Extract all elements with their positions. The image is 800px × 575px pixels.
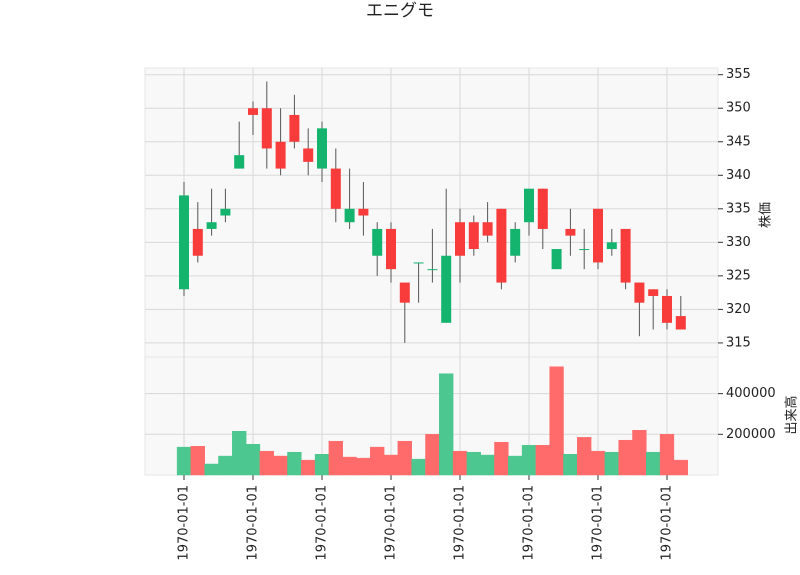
volume-bar [480, 454, 495, 476]
y-tick-label: 320 [726, 302, 751, 317]
x-tick-label: 1970-01-01 [453, 485, 468, 561]
candle-body [634, 282, 645, 303]
y-tick-label: 345 [726, 134, 751, 149]
volume-bar [590, 450, 606, 476]
candle-body [579, 249, 590, 251]
volume-bar [273, 455, 288, 476]
candle-body [289, 114, 300, 142]
x-tick-label: 1970-01-01 [246, 485, 261, 561]
volume-axis-label: 出来高 [784, 395, 800, 434]
volume-bar [370, 446, 385, 476]
candle-body [441, 255, 452, 323]
candle-body [648, 289, 659, 296]
candle-body [358, 208, 369, 216]
candle-body [317, 128, 327, 169]
volume-bar [356, 457, 371, 476]
candle-body [344, 208, 355, 223]
volume-bar [397, 440, 412, 476]
y-tick-label: 355 [726, 67, 751, 82]
volume-bar [314, 453, 330, 476]
volume-bar [535, 445, 550, 476]
x-tick-label: 1970-01-01 [660, 485, 675, 561]
y-tick-label: 325 [726, 268, 751, 283]
candle-body [399, 282, 410, 303]
volume-bar [549, 366, 564, 476]
volume-bar [466, 451, 481, 476]
x-tick-label: 1970-01-01 [315, 485, 330, 561]
volume-bar [425, 434, 440, 476]
candle-body [593, 208, 603, 263]
candle-body [275, 141, 286, 169]
volume-bar [452, 450, 468, 476]
volume-bar [259, 450, 274, 476]
volume-bar [232, 431, 247, 476]
candle-body [248, 108, 258, 115]
candle-body [179, 195, 189, 290]
volume-bar [659, 434, 675, 476]
volume-bar [383, 454, 399, 476]
candle-body [524, 188, 534, 223]
candle-body [662, 295, 672, 323]
volume-bar [618, 439, 633, 476]
volume-bar [328, 440, 343, 476]
volume-bar [342, 456, 357, 476]
volume-bar [411, 458, 426, 476]
volume-bar [632, 429, 647, 476]
volume-bar [190, 446, 205, 476]
volume-bar [604, 451, 619, 476]
x-tick-label: 1970-01-01 [384, 485, 399, 561]
y-tick-label: 330 [726, 235, 751, 250]
candle-body [468, 222, 479, 250]
candle-body [565, 228, 576, 236]
volume-bar [245, 444, 261, 476]
candle-body [206, 222, 217, 229]
volume-bar [673, 459, 688, 476]
y-axis-label: 株価 [759, 202, 774, 228]
price-panel [144, 67, 719, 358]
volume-bar [494, 441, 509, 476]
volume-bar [508, 455, 523, 476]
candle-body [620, 228, 631, 283]
candle-body [413, 262, 424, 264]
candle-body [455, 222, 465, 256]
volume-bar [439, 373, 454, 476]
volume-bar [287, 451, 302, 476]
candle-body [220, 208, 231, 216]
volume-bar [301, 459, 316, 476]
candle-body [482, 222, 493, 236]
candle-body [496, 208, 507, 283]
y-tick-label: 315 [726, 335, 751, 350]
candle-body [303, 148, 314, 162]
y-tick-label: 350 [726, 101, 751, 116]
candle-body [234, 155, 245, 169]
x-tick-label: 1970-01-01 [177, 485, 192, 561]
candle-body [675, 316, 686, 330]
candle-body [386, 228, 396, 270]
y2-tick-label: 400000 [726, 386, 776, 401]
candle-body [330, 168, 341, 209]
candle-body [261, 108, 272, 149]
candle-body [192, 228, 203, 256]
candle-body [537, 188, 548, 229]
volume-bar [577, 437, 592, 476]
volume-bar [646, 451, 661, 476]
y2-tick-label: 200000 [726, 427, 776, 442]
candle-body [372, 228, 383, 256]
volume-bar [521, 445, 537, 476]
y-tick-label: 335 [726, 201, 751, 216]
volume-bar [204, 463, 219, 476]
candle-body [510, 228, 521, 256]
x-tick-label: 1970-01-01 [591, 485, 606, 561]
candle-body [606, 242, 617, 250]
candle-body [551, 249, 562, 270]
volume-bar [176, 446, 192, 476]
x-tick-label: 1970-01-01 [522, 485, 537, 561]
chart-title: エニグモ [366, 1, 434, 21]
volume-bar [218, 455, 233, 476]
y-tick-label: 340 [726, 168, 751, 183]
candle-body [427, 269, 438, 271]
volume-bar [563, 453, 578, 476]
